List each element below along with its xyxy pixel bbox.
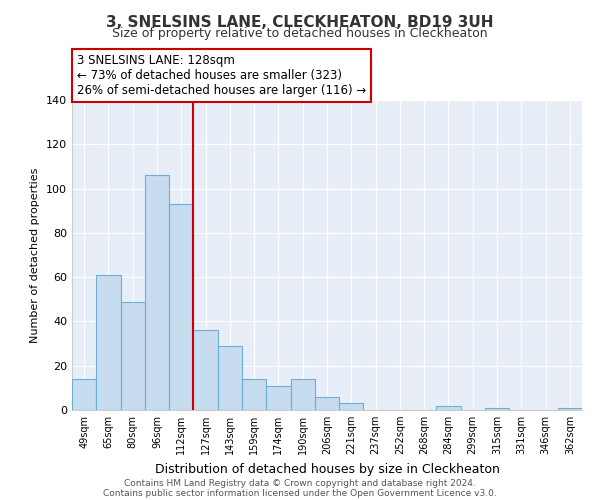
Bar [436,406,461,410]
Bar [169,204,193,410]
Text: 3 SNELSINS LANE: 128sqm
← 73% of detached houses are smaller (323)
26% of semi-d: 3 SNELSINS LANE: 128sqm ← 73% of detache… [77,54,367,97]
Bar [290,379,315,410]
Bar [218,346,242,410]
Text: 3, SNELSINS LANE, CLECKHEATON, BD19 3UH: 3, SNELSINS LANE, CLECKHEATON, BD19 3UH [106,15,494,30]
Text: Contains HM Land Registry data © Crown copyright and database right 2024.: Contains HM Land Registry data © Crown c… [124,478,476,488]
Bar [266,386,290,410]
Bar [193,330,218,410]
Bar [242,379,266,410]
X-axis label: Distribution of detached houses by size in Cleckheaton: Distribution of detached houses by size … [155,462,499,475]
Y-axis label: Number of detached properties: Number of detached properties [31,168,40,342]
Bar [145,176,169,410]
Bar [485,408,509,410]
Bar [121,302,145,410]
Bar [339,404,364,410]
Bar [558,408,582,410]
Bar [315,396,339,410]
Text: Size of property relative to detached houses in Cleckheaton: Size of property relative to detached ho… [112,28,488,40]
Bar [96,275,121,410]
Text: Contains public sector information licensed under the Open Government Licence v3: Contains public sector information licen… [103,488,497,498]
Bar [72,379,96,410]
